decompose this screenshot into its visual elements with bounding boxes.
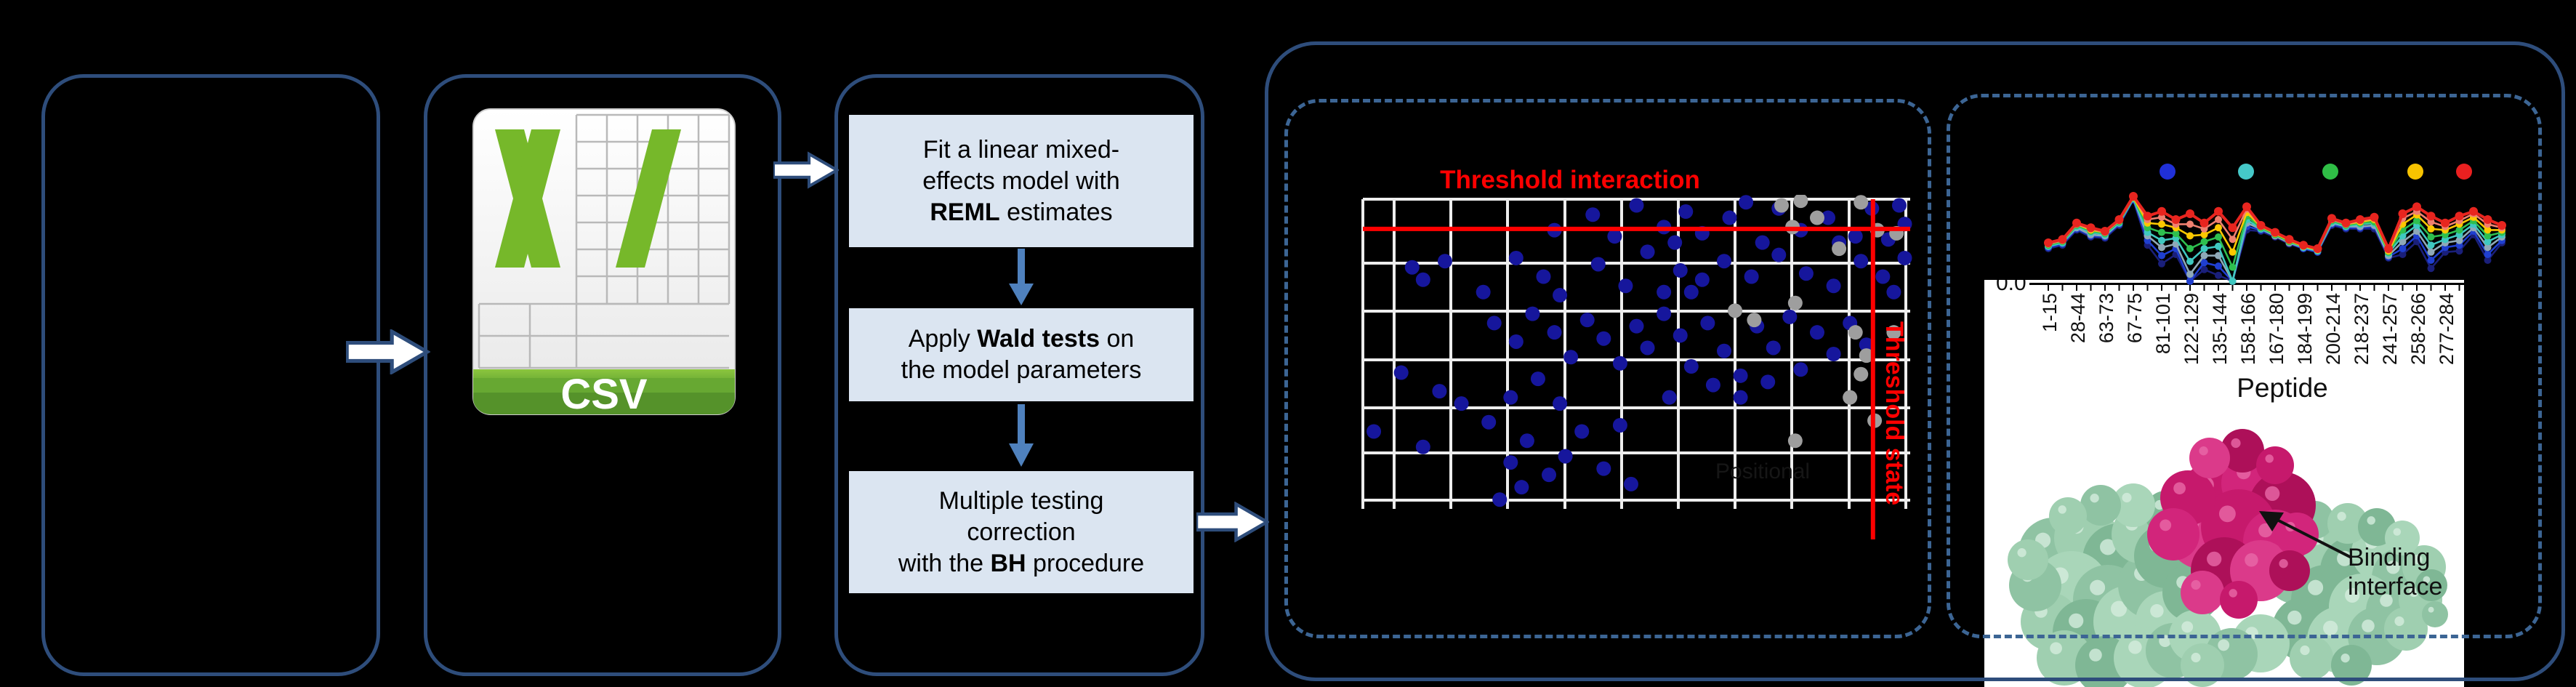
flow-step-line: Multiple testing: [938, 486, 1104, 515]
y-axis-tick-0: 0.0: [1996, 280, 2026, 295]
flow-step-reml: Fit a linear mixed-effects model with REM…: [849, 115, 1194, 247]
peptide-axis-title: Peptide: [2237, 373, 2328, 403]
flow-step-line: Fit a linear mixed-: [922, 135, 1120, 164]
flow-step-wald: Apply Wald tests on the model parameters: [849, 308, 1194, 401]
flow-step-bh: Multiple testing correction with the BH pr…: [849, 471, 1194, 593]
x-axis-ticks: [2048, 284, 2460, 291]
binding-interface-label: Binding interface: [2348, 544, 2443, 600]
panel-3-model-box: [834, 74, 1204, 676]
uptake-line-chart: [2044, 164, 2506, 285]
scatter-title: Threshold interaction: [1440, 166, 1700, 194]
csv-file-icon: CSV: [472, 108, 736, 418]
flow-step-line: Apply Wald tests on: [908, 325, 1135, 353]
panel-results-outer-box: [1265, 41, 2565, 681]
flow-step-line: with the BH procedure: [898, 549, 1145, 577]
binding-interface-arrowhead: [2259, 511, 2284, 531]
flow-arrow-1: [346, 329, 430, 374]
excel-x-glyph: [495, 129, 681, 268]
scatter-x-axis-label-faint: Positional: [1715, 459, 1811, 483]
csv-label: CSV: [560, 371, 648, 418]
panel-1-empty-box: [41, 74, 380, 676]
scatter-gridlines: [1361, 198, 1910, 509]
down-arrow-1: [1009, 249, 1034, 305]
flow-step-line: REML estimates: [930, 198, 1113, 226]
panel-uptake-dashed-box: [1947, 94, 2542, 638]
binding-interface-arrow: [2271, 515, 2352, 559]
flow-step-line: correction: [967, 518, 1076, 546]
flow-arrow-3: [1196, 502, 1269, 542]
flow-step-line: the model parameters: [901, 356, 1142, 384]
threshold-state-label: Threshold state: [1880, 321, 1908, 506]
peptide-figure-panel: 0.0 1-15 28-44 63-73 67-75 81-101 122-129 135-…: [1984, 280, 2464, 687]
scatter-plot: [1361, 195, 1912, 539]
flow-step-line: effects model with: [922, 166, 1120, 195]
x-axis-line: [2029, 283, 2464, 285]
uptake-markers-red: [2044, 192, 2506, 253]
down-arrow-2: [1009, 404, 1034, 467]
panel-2-csv-box: [424, 74, 781, 676]
uptake-legend-dots: [2160, 164, 2472, 180]
protein-structure-image: [2008, 429, 2448, 687]
panel-scatter-dashed-box: [1284, 99, 1931, 638]
protein-core-magenta: [2147, 429, 2319, 619]
flow-arrow-2: [773, 151, 839, 189]
